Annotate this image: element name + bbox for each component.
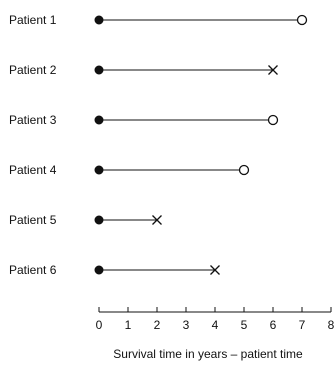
- entry-marker: [94, 65, 104, 75]
- patient-label: Patient 6: [9, 263, 57, 277]
- entry-marker: [94, 265, 104, 275]
- entry-marker: [94, 15, 104, 25]
- censored-marker: [267, 114, 279, 126]
- patient-row: Patient 6: [9, 263, 220, 277]
- patient-rows: Patient 1 Patient 2 Patient 3 Patient 4 Pati…: [9, 13, 308, 277]
- patient-label: Patient 5: [9, 213, 57, 227]
- x-tick-label: 1: [125, 318, 132, 332]
- x-axis: 0 1 2 3 4 5 6 7 8: [96, 307, 335, 332]
- x-tick-label: 7: [299, 318, 306, 332]
- patient-row: Patient 5: [9, 213, 162, 227]
- entry-marker: [94, 215, 104, 225]
- patient-label: Patient 1: [9, 13, 57, 27]
- x-axis-label: Survival time in years – patient time: [113, 347, 303, 361]
- patient-row: Patient 2: [9, 63, 278, 77]
- event-marker: [210, 265, 220, 275]
- patient-label: Patient 2: [9, 63, 57, 77]
- event-marker: [268, 65, 278, 75]
- patient-row: Patient 1: [9, 13, 308, 27]
- patient-row: Patient 4: [9, 163, 250, 177]
- x-tick-label: 8: [328, 318, 335, 332]
- entry-marker: [94, 115, 104, 125]
- entry-marker: [94, 165, 104, 175]
- x-tick-label: 6: [270, 318, 277, 332]
- patient-label: Patient 3: [9, 113, 57, 127]
- event-marker: [152, 215, 162, 225]
- x-tick-label: 2: [154, 318, 161, 332]
- x-tick-label: 5: [241, 318, 248, 332]
- x-tick-label: 4: [212, 318, 219, 332]
- x-tick-label: 3: [183, 318, 190, 332]
- patient-row: Patient 3: [9, 113, 279, 127]
- patient-label: Patient 4: [9, 163, 57, 177]
- censored-marker: [296, 14, 308, 26]
- censored-marker: [238, 164, 250, 176]
- x-tick-label: 0: [96, 318, 103, 332]
